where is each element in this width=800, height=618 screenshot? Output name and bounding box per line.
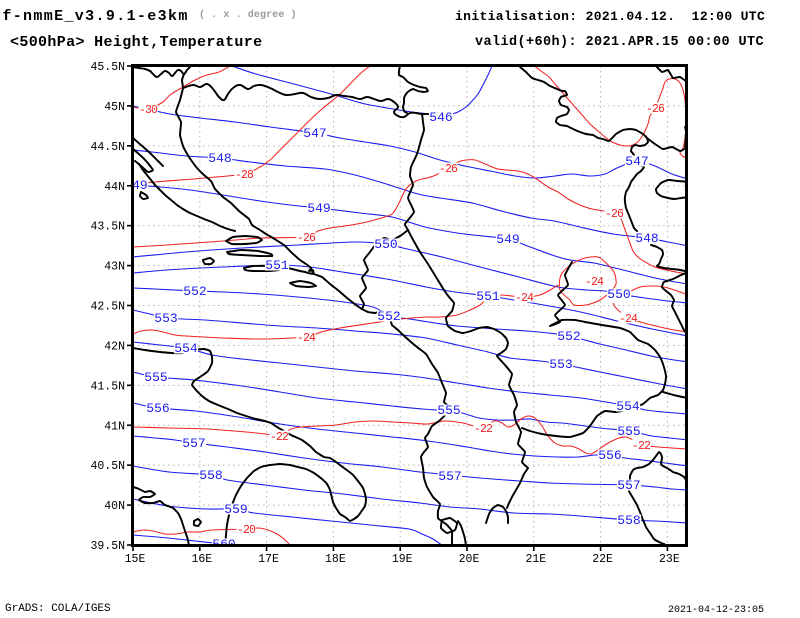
- svg-text:557: 557: [438, 469, 461, 484]
- svg-text:18E: 18E: [325, 553, 346, 566]
- svg-text:552: 552: [183, 284, 206, 299]
- svg-text:555: 555: [617, 424, 640, 439]
- svg-text:15E: 15E: [125, 553, 146, 566]
- svg-text:40.5N: 40.5N: [90, 460, 125, 473]
- svg-text:39.5N: 39.5N: [90, 540, 125, 553]
- svg-text:-26: -26: [646, 103, 665, 116]
- svg-text:547: 547: [303, 126, 326, 141]
- svg-text:-22: -22: [632, 440, 651, 453]
- svg-text:549: 549: [124, 178, 147, 193]
- svg-text:549: 549: [496, 232, 519, 247]
- svg-text:valid(+60h): 2021.APR.15 00:00: valid(+60h): 2021.APR.15 00:00 UTC: [475, 35, 764, 50]
- svg-text:558: 558: [199, 468, 222, 483]
- svg-text:41N: 41N: [104, 420, 125, 433]
- svg-text:546: 546: [429, 110, 452, 125]
- svg-text:<500hPa> Height,Temperature: <500hPa> Height,Temperature: [10, 34, 263, 51]
- svg-text:42N: 42N: [104, 340, 125, 353]
- svg-text:17E: 17E: [258, 553, 279, 566]
- svg-text:-30: -30: [139, 104, 158, 117]
- svg-text:43.5N: 43.5N: [90, 221, 125, 234]
- svg-text:-24: -24: [297, 332, 316, 345]
- svg-text:-28: -28: [235, 169, 254, 182]
- svg-text:555: 555: [437, 403, 460, 418]
- svg-text:initialisation: 2021.04.12. 1: initialisation: 2021.04.12. 12:00 UTC: [455, 9, 765, 24]
- svg-text:559: 559: [224, 502, 247, 517]
- svg-text:554: 554: [174, 341, 198, 356]
- svg-text:-26: -26: [297, 232, 316, 245]
- svg-text:560: 560: [212, 537, 235, 552]
- svg-text:44N: 44N: [104, 181, 125, 194]
- svg-text:553: 553: [154, 311, 177, 326]
- svg-text:GrADS: COLA/IGES: GrADS: COLA/IGES: [5, 603, 111, 615]
- svg-text:554: 554: [616, 399, 640, 414]
- svg-text:-20: -20: [237, 524, 256, 537]
- svg-text:21E: 21E: [525, 553, 546, 566]
- svg-text:553: 553: [549, 357, 572, 372]
- svg-text:20E: 20E: [459, 553, 480, 566]
- svg-text:43N: 43N: [104, 261, 125, 274]
- svg-text:-24: -24: [585, 276, 604, 289]
- svg-text:555: 555: [144, 370, 167, 385]
- svg-text:558: 558: [617, 513, 640, 528]
- svg-text:548: 548: [635, 231, 658, 246]
- svg-text:-24: -24: [515, 292, 534, 305]
- svg-text:-24: -24: [619, 313, 638, 326]
- svg-text:rf-nmmE_v3.9.1-e3km: rf-nmmE_v3.9.1-e3km: [0, 8, 189, 25]
- svg-text:44.5N: 44.5N: [90, 141, 125, 154]
- svg-text:556: 556: [146, 401, 169, 416]
- svg-text:23E: 23E: [659, 553, 680, 566]
- svg-text:550: 550: [607, 287, 630, 302]
- svg-text:16E: 16E: [191, 553, 212, 566]
- svg-text:547: 547: [625, 154, 648, 169]
- svg-text:548: 548: [208, 151, 231, 166]
- svg-text:551: 551: [265, 258, 289, 273]
- svg-text:-22: -22: [270, 431, 289, 444]
- svg-text:552: 552: [377, 309, 400, 324]
- svg-text:549: 549: [307, 201, 330, 216]
- svg-text:557: 557: [182, 436, 205, 451]
- svg-text:22E: 22E: [592, 553, 613, 566]
- svg-text:556: 556: [598, 448, 621, 463]
- svg-text:-26: -26: [605, 208, 624, 221]
- svg-text:42.5N: 42.5N: [90, 301, 125, 314]
- svg-text:557: 557: [617, 478, 640, 493]
- svg-text:552: 552: [557, 329, 580, 344]
- svg-text:-22: -22: [474, 423, 493, 436]
- svg-text:2021-04-12-23:05: 2021-04-12-23:05: [668, 605, 764, 616]
- svg-text:550: 550: [374, 237, 397, 252]
- svg-text:45N: 45N: [104, 101, 125, 114]
- svg-text:45.5N: 45.5N: [90, 61, 125, 74]
- svg-text:( . x . degree ): ( . x . degree ): [199, 9, 297, 21]
- svg-text:41.5N: 41.5N: [90, 380, 125, 393]
- svg-text:19E: 19E: [392, 553, 413, 566]
- svg-text:-26: -26: [439, 163, 458, 176]
- svg-text:551: 551: [476, 289, 500, 304]
- svg-text:40N: 40N: [104, 500, 125, 513]
